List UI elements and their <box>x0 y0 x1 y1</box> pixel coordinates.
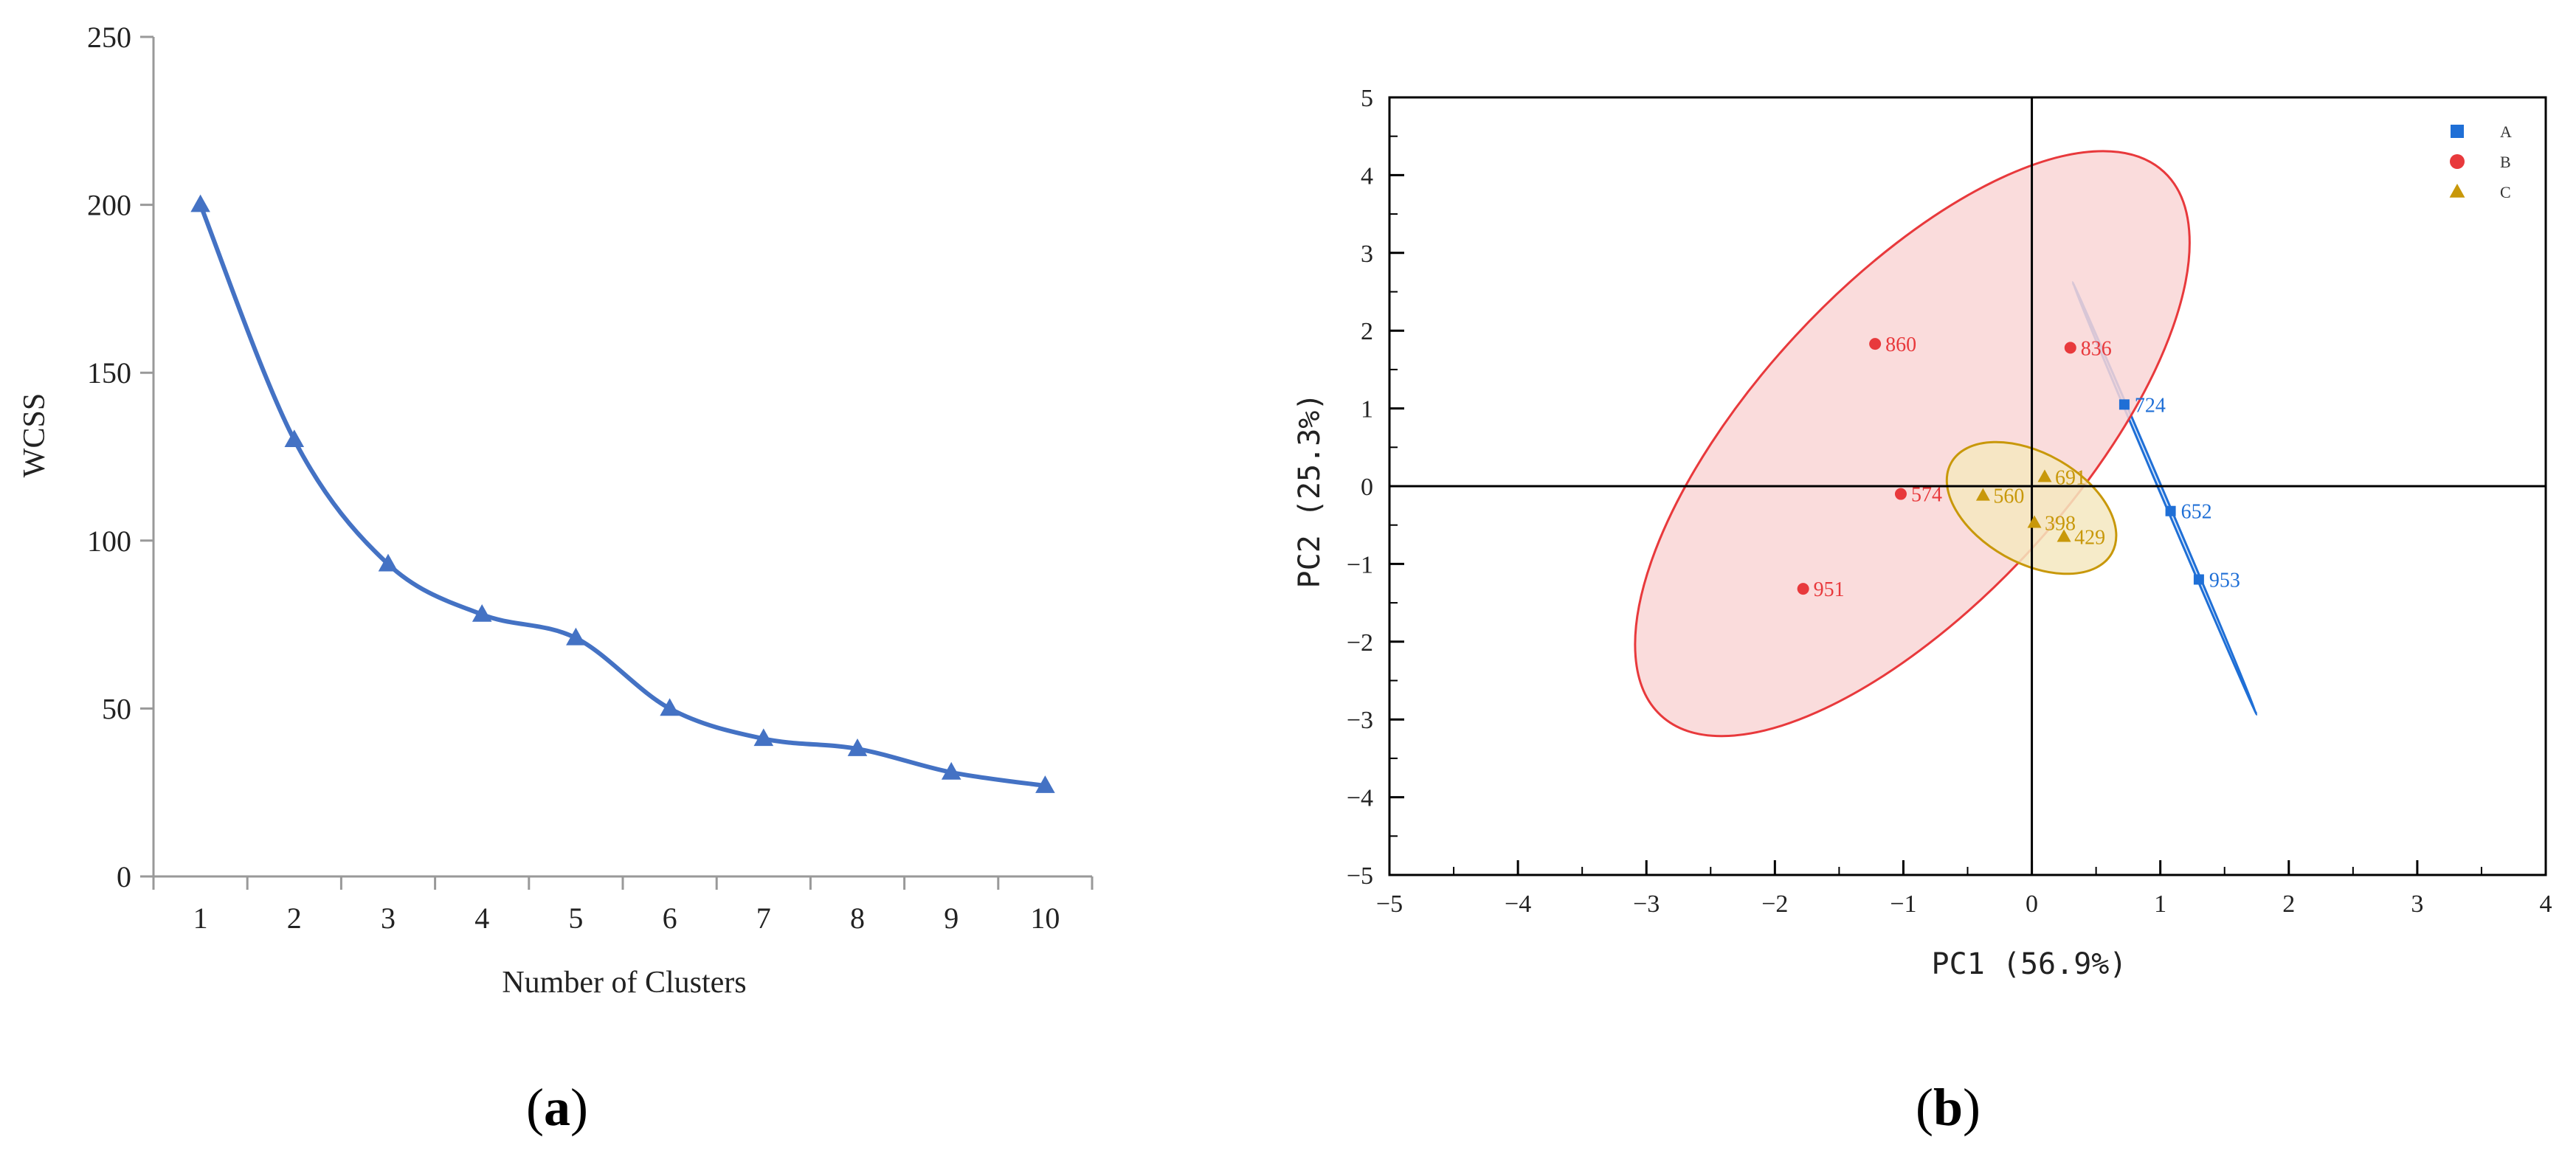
pca-chart-x-tick-label: 3 <box>2411 890 2423 918</box>
pca-point-label: 574 <box>1911 484 1942 507</box>
pca-chart-x-tick-label: 1 <box>2154 890 2166 918</box>
pca-point-label: 860 <box>1885 333 1916 356</box>
elbow-chart: 0 50 100 150 200 250 1 2 3 4 5 6 7 8 9 10 Number of Cl… <box>18 21 1094 1137</box>
pca-point-label: 652 <box>2181 501 2212 524</box>
legend-swatch-c <box>2449 184 2465 198</box>
elbow-chart-data-point <box>941 761 961 780</box>
elbow-chart-x-tick-label: 7 <box>756 902 771 935</box>
pca-point-label: 836 <box>2081 337 2112 360</box>
confidence-ellipse-b <box>1634 150 2191 738</box>
elbow-chart-series <box>190 194 1055 793</box>
pca-point-a <box>2119 399 2130 410</box>
pca-point-a <box>2193 574 2204 585</box>
elbow-chart-y-axis-title: WCSS <box>18 393 52 477</box>
elbow-chart-x-tick-label: 10 <box>1030 902 1060 935</box>
pca-chart-y-tick-label: −2 <box>1347 629 1373 657</box>
elbow-chart-y-tick-label: 200 <box>87 189 131 222</box>
elbow-chart-axes <box>152 37 1092 878</box>
panel-b-label: (b) <box>1916 1078 1981 1137</box>
pca-chart-x-tick-label: −1 <box>1890 890 1916 918</box>
elbow-chart-y-tick-label: 250 <box>87 21 131 54</box>
elbow-chart-y-tick-label: 0 <box>117 860 131 893</box>
elbow-chart-x-tick-label: 3 <box>381 902 396 935</box>
pca-chart-y-axis-title: PC2 (25.3%) <box>1293 393 1327 589</box>
elbow-chart-x-tick-label: 5 <box>568 902 583 935</box>
legend-label-b: B <box>2500 153 2511 171</box>
elbow-chart-x-tick-label: 9 <box>944 902 959 935</box>
elbow-chart-data-point <box>660 698 680 716</box>
elbow-chart-y-tick-label: 150 <box>87 356 131 390</box>
pca-point-label: 398 <box>2045 513 2076 536</box>
pca-chart-y-tick-label: 0 <box>1361 474 1373 501</box>
pca-chart-origin-lines <box>1389 97 2546 875</box>
pca-chart-x-tick-label: −3 <box>1633 890 1660 918</box>
elbow-chart-data-point <box>284 429 305 448</box>
elbow-chart-x-tick-label: 6 <box>663 902 677 935</box>
pca-chart-legend: ABC <box>2449 122 2512 201</box>
pca-chart-y-tick-label: 4 <box>1361 162 1373 190</box>
elbow-chart-data-point <box>190 194 210 212</box>
legend-label-a: A <box>2500 122 2512 141</box>
pca-chart-y-ticks: −5 −4 −3 −2 −1 0 1 2 3 4 5 <box>1347 85 1404 890</box>
elbow-chart-data-point <box>566 627 586 646</box>
elbow-chart-data-point <box>753 728 774 747</box>
elbow-chart-y-ticks: 0 50 100 150 200 250 <box>87 21 153 893</box>
pca-chart-x-tick-label: 2 <box>2282 890 2295 918</box>
pca-chart-confidence-ellipses <box>1634 150 2258 738</box>
pca-point-label: 951 <box>1814 578 1845 601</box>
elbow-chart-y-tick-label: 50 <box>102 692 131 725</box>
pca-chart-y-tick-label: 2 <box>1361 318 1373 345</box>
pca-point-c <box>2027 515 2042 528</box>
elbow-chart-data-point <box>472 603 492 622</box>
pca-point-label: 691 <box>2055 466 2086 489</box>
pca-chart-x-ticks: −5 −4 −3 −2 −1 0 1 2 3 4 <box>1376 860 2552 918</box>
elbow-chart-x-tick-label: 1 <box>193 902 208 935</box>
elbow-chart-x-tick-label: 4 <box>474 902 489 935</box>
pca-point-label: 953 <box>2209 569 2240 592</box>
pca-chart-x-tick-label: −2 <box>1761 890 1788 918</box>
pca-point-c <box>1975 488 1990 501</box>
elbow-chart-x-tick-label: 8 <box>850 902 865 935</box>
pca-chart-y-tick-label: −1 <box>1347 551 1373 578</box>
elbow-chart-x-axis-title: Number of Clusters <box>502 966 746 1000</box>
legend-swatch-b <box>2450 154 2465 169</box>
pca-point-b <box>1797 583 1809 595</box>
elbow-chart-wcss-line <box>198 204 1046 789</box>
elbow-chart-data-point <box>1035 775 1055 793</box>
elbow-chart-data-point <box>378 553 398 572</box>
pca-chart-x-tick-label: −4 <box>1505 890 1531 918</box>
pca-chart-y-tick-label: 5 <box>1361 85 1373 112</box>
pca-point-b <box>1869 338 1882 350</box>
pca-chart-x-axis-title: PC1 (56.9%) <box>1932 947 2127 981</box>
pca-chart-y-tick-label: −3 <box>1347 707 1373 734</box>
pca-point-label: 724 <box>2135 394 2166 417</box>
elbow-chart-x-ticks: 1 2 3 4 5 6 7 8 9 10 <box>152 876 1094 935</box>
elbow-chart-y-tick-label: 100 <box>87 525 131 558</box>
pca-point-a <box>2165 505 2176 516</box>
elbow-chart-data-point <box>847 738 868 756</box>
pca-chart-y-tick-label: −4 <box>1347 785 1373 812</box>
pca-point-c <box>2037 469 2052 482</box>
pca-chart-x-tick-label: −5 <box>1376 890 1403 918</box>
pca-chart-y-tick-label: 3 <box>1361 241 1373 268</box>
pca-point-label: 560 <box>1993 485 2024 508</box>
pca-chart-y-tick-label: 1 <box>1361 396 1373 423</box>
legend-label-c: C <box>2500 183 2511 201</box>
pca-chart-x-tick-label: 4 <box>2540 890 2552 918</box>
pca-point-c <box>2057 529 2071 542</box>
pca-chart-x-tick-label: 0 <box>2026 890 2038 918</box>
legend-swatch-a <box>2451 125 2464 138</box>
elbow-chart-x-tick-label: 2 <box>287 902 302 935</box>
pca-point-b <box>2064 342 2076 354</box>
pca-chart-y-tick-label: −5 <box>1347 862 1373 890</box>
pca-chart: −5 −4 −3 −2 −1 0 1 2 3 4 5 −5 −4 −3 −2 −1 0 1 2 3 4 724 652 9… <box>1293 85 2552 1137</box>
pca-point-label: 429 <box>2074 527 2105 550</box>
pca-point-b <box>1894 488 1907 500</box>
panel-a-label: (a) <box>526 1078 588 1137</box>
